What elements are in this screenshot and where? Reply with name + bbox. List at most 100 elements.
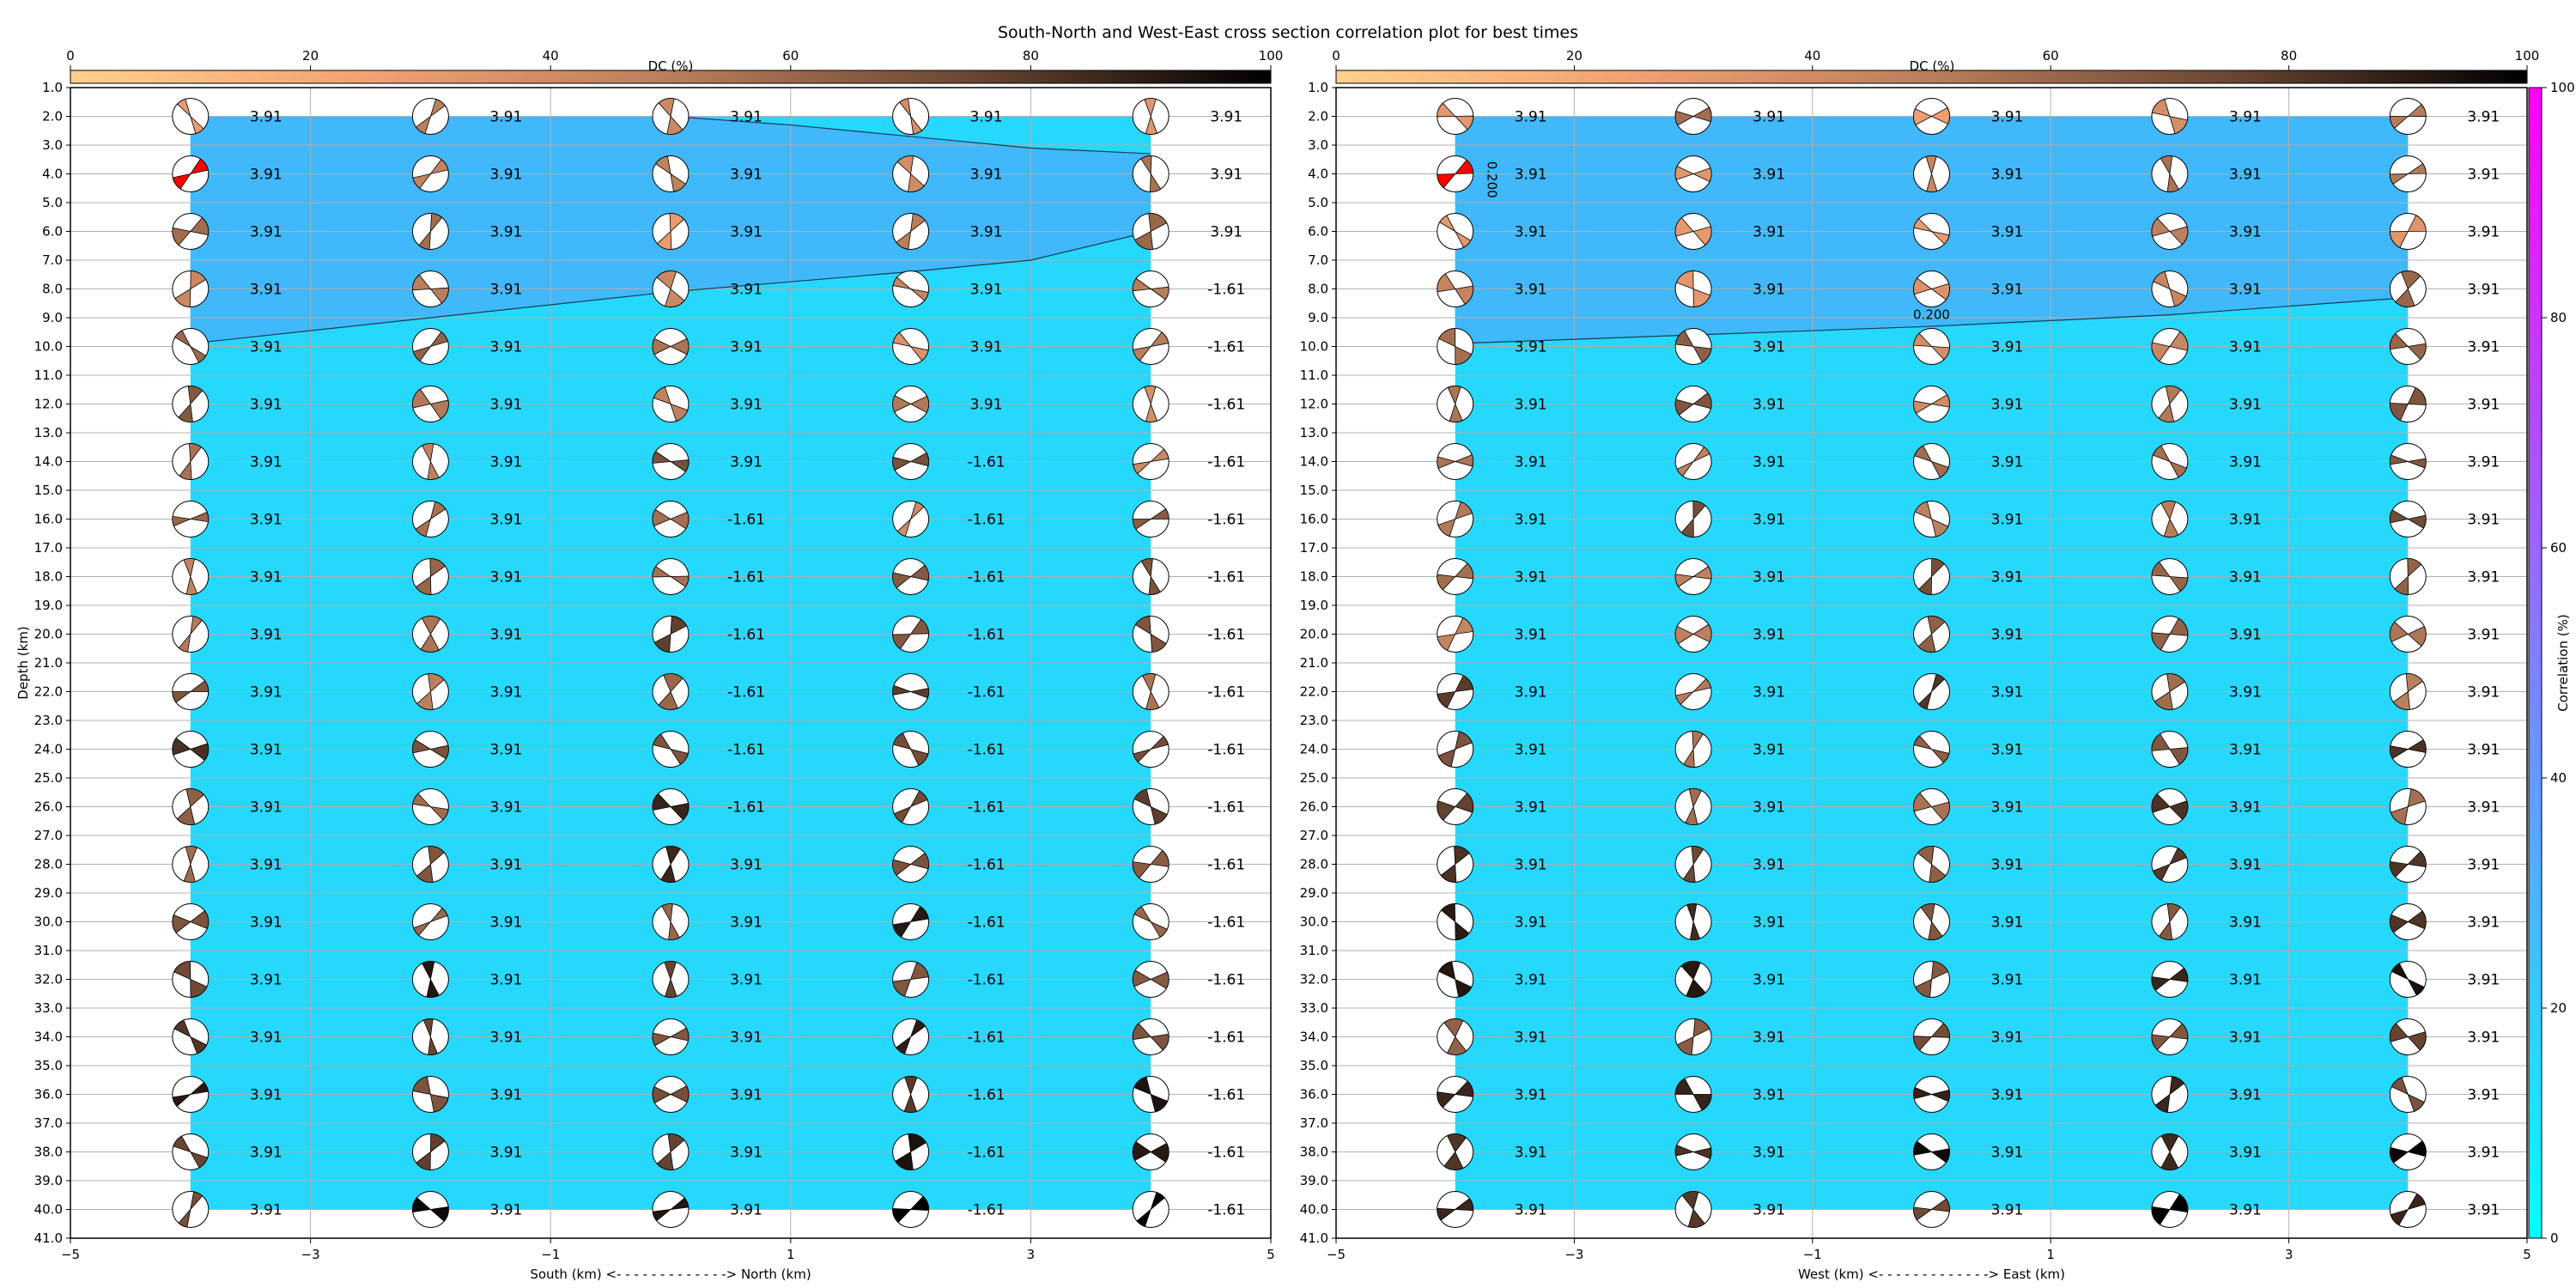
south-north-panel: 1.0 2.0 3.0 4.0 5.0 6.0 7.0 8.0 9.0 10.0 11.0 12.0 1…	[15, 80, 1275, 1282]
time-label: 3.91	[1991, 282, 2024, 299]
x-tick-label: 1	[2046, 1247, 2055, 1262]
beachball	[2389, 846, 2427, 883]
time-label: 3.91	[2229, 914, 2262, 932]
beachball	[411, 213, 449, 250]
time-label: 3.91	[730, 167, 762, 184]
time-label: 3.91	[1515, 109, 1547, 126]
y-tick-label: 39.0	[34, 1173, 63, 1188]
dc-colorbar-tick-label: 100	[1259, 48, 1284, 64]
beachball	[2389, 558, 2427, 595]
y-tick-label: 25.0	[1300, 770, 1328, 786]
time-label: 3.91	[489, 1145, 522, 1162]
beachball	[411, 903, 449, 940]
time-label: 3.91	[1991, 627, 2024, 644]
axes-frame	[1335, 87, 2528, 1239]
y-tick-label: 32.0	[1300, 972, 1328, 987]
beachball	[411, 961, 449, 998]
beachball	[411, 386, 449, 422]
x-tick-label: 5	[1267, 1247, 1275, 1262]
x-tick-label: −1	[541, 1247, 560, 1262]
beachball	[411, 501, 449, 538]
time-label: 3.91	[730, 454, 762, 471]
time-label: 3.91	[1991, 857, 2024, 874]
beachball	[172, 443, 210, 480]
time-label: -1.61	[968, 1202, 1005, 1219]
time-label: -1.61	[968, 742, 1005, 759]
time-label: -1.61	[968, 569, 1005, 586]
time-label: 3.91	[1991, 1145, 2024, 1162]
time-label: 3.91	[1991, 972, 2024, 989]
time-label: -1.61	[727, 627, 765, 644]
time-label: 3.91	[2467, 857, 2500, 874]
y-tick-label: 24.0	[34, 742, 63, 757]
y-tick-label: 1.0	[42, 80, 63, 95]
beachball	[2151, 328, 2189, 365]
time-label: 3.91	[1515, 167, 1547, 184]
beachball	[1437, 328, 1474, 365]
time-label: -1.61	[1207, 339, 1245, 356]
y-tick-label: 16.0	[34, 512, 63, 527]
y-tick-label: 5.0	[42, 195, 63, 210]
beachball	[411, 673, 449, 710]
beachball	[2151, 846, 2189, 883]
y-tick-label: 8.0	[42, 282, 63, 297]
beachball	[892, 961, 930, 998]
time-label: 3.91	[489, 109, 522, 126]
time-label: -1.61	[727, 569, 765, 586]
time-label: 3.91	[250, 627, 283, 644]
beachball	[411, 1133, 449, 1170]
correlation-colorbar-label: Correlation (%)	[2555, 614, 2571, 711]
time-label: 3.91	[250, 339, 283, 356]
y-tick-label: 6.0	[42, 224, 63, 240]
dc-colorbar-tick-label: 60	[2043, 48, 2059, 64]
beachball	[1437, 1076, 1474, 1113]
time-label: 3.91	[2467, 339, 2500, 356]
y-tick-label: 17.0	[34, 540, 63, 556]
time-label: 3.91	[489, 857, 522, 874]
beachball	[1437, 98, 1474, 135]
beachball	[1132, 1018, 1170, 1055]
beachball	[1674, 155, 1712, 192]
beachball	[1132, 328, 1170, 365]
time-label: 3.91	[1515, 1145, 1547, 1162]
beachball	[1913, 386, 1950, 422]
beachball	[1132, 1133, 1170, 1170]
dc-colorbar-tick-label: 40	[543, 48, 559, 64]
y-tick-label: 11.0	[34, 368, 63, 383]
beachball	[2389, 961, 2427, 998]
y-tick-label: 14.0	[34, 454, 63, 470]
time-label: 3.91	[1991, 512, 2024, 529]
y-tick-label: 10.0	[1300, 339, 1328, 355]
beachball	[1674, 98, 1712, 135]
time-label: 3.91	[250, 109, 283, 126]
time-label: 3.91	[2229, 282, 2262, 299]
time-label: 3.91	[1515, 282, 1547, 299]
beachball	[2151, 1191, 2189, 1228]
y-tick-label: 4.0	[1308, 167, 1328, 182]
beachball	[1132, 213, 1170, 250]
y-tick-label: 37.0	[1300, 1115, 1328, 1131]
dc-colorbar-label-right: DC (%)	[1910, 58, 1955, 74]
beachball	[1913, 98, 1950, 135]
time-label: 3.91	[2467, 397, 2500, 414]
beachball	[1132, 731, 1170, 768]
y-tick-label: 19.0	[1300, 598, 1328, 613]
y-tick-label: 7.0	[1308, 252, 1328, 268]
y-tick-label: 38.0	[1300, 1145, 1328, 1160]
beachball	[1674, 386, 1712, 422]
beachball	[1913, 501, 1950, 538]
time-label: 3.91	[1753, 972, 1785, 989]
y-tick-label: 27.0	[34, 828, 63, 843]
beachball	[172, 1076, 210, 1113]
time-label: 3.91	[1515, 1087, 1547, 1104]
time-label: 3.91	[1991, 224, 2024, 241]
beachball	[652, 673, 690, 710]
y-tick-label: 12.0	[1300, 397, 1328, 412]
dc-colorbar-tick-label: 20	[302, 48, 319, 64]
time-label: 3.91	[2229, 109, 2262, 126]
beachball	[652, 270, 690, 307]
beachball	[1132, 616, 1170, 653]
y-tick-label: 11.0	[1300, 368, 1328, 383]
time-label: 3.91	[730, 857, 762, 874]
time-label: 3.91	[1753, 282, 1785, 299]
